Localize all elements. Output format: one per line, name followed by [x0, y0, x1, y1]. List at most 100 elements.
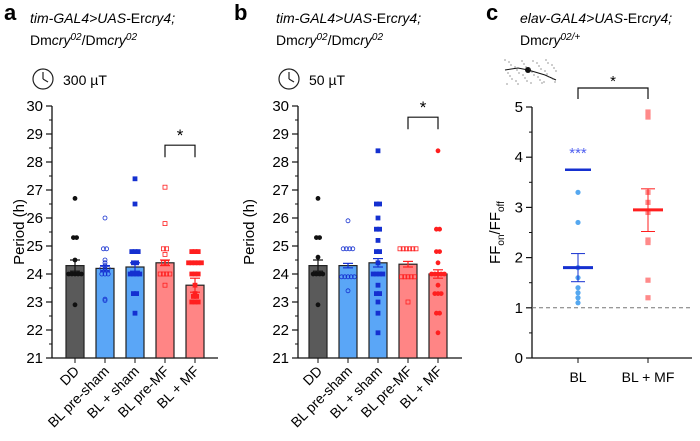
- data-point: [347, 246, 353, 252]
- y-tick-label: 26: [26, 210, 43, 227]
- data-point: [645, 277, 651, 283]
- neuron-image: [504, 59, 557, 85]
- data-point: [575, 290, 581, 296]
- title-part: /Dm: [328, 32, 354, 48]
- data-point: [162, 251, 168, 257]
- data-point: [375, 237, 381, 243]
- data-point: [575, 295, 581, 301]
- data-point: [575, 285, 581, 291]
- y-tick-label: 29: [26, 126, 43, 143]
- title-part: Dm: [276, 32, 298, 48]
- y-label-part: on: [496, 234, 507, 245]
- y-tick-label: 23: [272, 294, 289, 311]
- data-point: [575, 219, 581, 226]
- data-point: [320, 271, 326, 277]
- data-point: [437, 310, 443, 316]
- data-point: [377, 291, 383, 297]
- y-tick-label: 24: [26, 266, 43, 283]
- clock-icon: [32, 68, 54, 90]
- data-point: [160, 271, 166, 277]
- significance-bracket: [164, 144, 196, 158]
- data-point: [104, 246, 109, 252]
- y-label-part: /FF: [487, 212, 504, 235]
- data-point: [375, 148, 381, 154]
- data-point: [167, 271, 173, 277]
- data-point: [132, 310, 138, 316]
- bar: [308, 265, 328, 359]
- data-point: [645, 295, 651, 301]
- data-point: [350, 246, 356, 252]
- title-part: 02: [70, 32, 82, 43]
- panel-a: a tim-GAL4>UAS-Ercry4;Dmcry02/Dmcry022122…: [4, 0, 218, 430]
- data-point: [315, 254, 321, 260]
- title-part: Er: [131, 10, 145, 26]
- data-point: [435, 148, 441, 154]
- data-point: [575, 300, 581, 306]
- title-part: cry4;: [642, 10, 672, 26]
- data-point: [397, 246, 403, 252]
- y-tick-label: 27: [26, 182, 43, 199]
- data-point: [101, 246, 106, 252]
- data-point: [437, 249, 443, 255]
- panel-label: a: [4, 0, 17, 25]
- data-point: [399, 274, 405, 280]
- data-point: [435, 282, 441, 288]
- title-part: 02: [316, 32, 328, 43]
- bar: [338, 265, 358, 359]
- data-point: [345, 274, 351, 280]
- y-tick-label: 27: [272, 182, 289, 199]
- y-label-part: FF: [487, 246, 504, 264]
- data-point: [645, 239, 651, 246]
- title-part: Dm: [520, 32, 542, 48]
- data-point: [79, 271, 84, 277]
- data-point: [375, 299, 381, 305]
- title-part: tim-GAL4>UAS-: [30, 10, 131, 26]
- data-point: [195, 299, 201, 305]
- data-point: [375, 310, 381, 316]
- genotype-title-line: tim-GAL4>UAS-Ercry4;: [30, 10, 175, 26]
- y-tick-label: 5: [515, 99, 523, 116]
- data-point: [315, 302, 321, 308]
- data-point: [157, 271, 163, 277]
- y-tick-label: 2: [515, 250, 523, 267]
- genotype-title-line: Dmcry02/Dmcry02: [30, 32, 137, 48]
- title-part: cry4;: [391, 10, 421, 26]
- y-tick-label: 25: [26, 238, 43, 255]
- data-point: [437, 226, 443, 232]
- data-point: [164, 246, 170, 252]
- significance-bracket: [577, 87, 649, 99]
- data-point: [403, 246, 409, 252]
- significance-star: *: [610, 73, 616, 90]
- data-point: [342, 274, 348, 280]
- data-point: [195, 271, 201, 277]
- data-point: [198, 260, 204, 266]
- data-point: [102, 215, 108, 221]
- data-point: [162, 184, 168, 190]
- significance-star: *: [420, 98, 427, 117]
- y-tick-label: 1: [515, 300, 523, 317]
- data-point: [407, 246, 413, 252]
- bar: [65, 265, 85, 359]
- data-point: [435, 330, 441, 336]
- y-tick-label: 21: [26, 350, 43, 367]
- panel-label: c: [486, 0, 498, 25]
- title-part: 02/+: [560, 32, 580, 43]
- data-point: [72, 302, 78, 308]
- y-tick-label: 30: [26, 98, 43, 115]
- panel-label: b: [234, 0, 247, 25]
- data-point: [405, 299, 411, 305]
- significance-stars: ***: [569, 145, 587, 162]
- title-part: tim-GAL4>UAS-: [276, 10, 377, 26]
- data-point: [99, 265, 105, 271]
- bar: [398, 263, 418, 359]
- data-point: [132, 201, 138, 207]
- bar: [155, 262, 175, 359]
- data-point: [164, 271, 170, 277]
- data-point: [377, 201, 383, 207]
- data-point: [645, 109, 651, 115]
- data-point: [105, 265, 111, 271]
- data-point: [375, 215, 381, 221]
- title-part: cry: [353, 32, 373, 48]
- data-point: [102, 271, 108, 277]
- y-tick-label: 25: [272, 238, 289, 255]
